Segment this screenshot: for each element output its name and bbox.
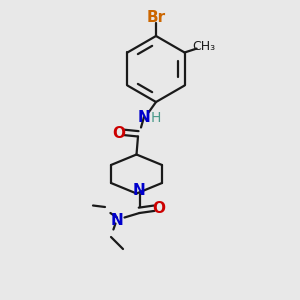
Text: O: O — [152, 201, 166, 216]
Text: Br: Br — [146, 11, 166, 26]
Text: H: H — [151, 112, 161, 125]
Text: N: N — [133, 183, 146, 198]
Text: N: N — [111, 213, 123, 228]
Text: O: O — [112, 126, 125, 141]
Text: CH₃: CH₃ — [193, 40, 216, 53]
Text: N: N — [138, 110, 150, 124]
